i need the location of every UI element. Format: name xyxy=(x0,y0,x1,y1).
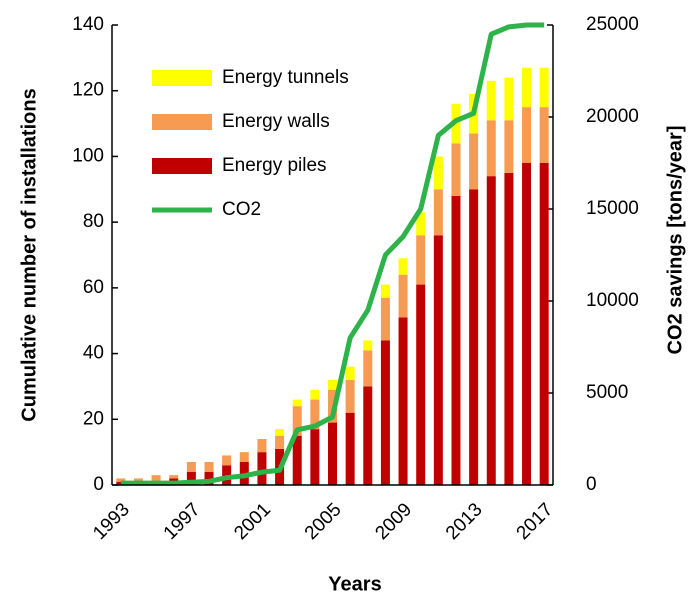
bar-segment xyxy=(539,67,549,108)
bar-segment xyxy=(151,475,161,482)
y-tick-label: 100 xyxy=(72,145,104,166)
bar-segment xyxy=(275,429,285,436)
y-tick-label: 120 xyxy=(72,80,104,101)
bar-segment xyxy=(345,379,355,413)
bar-segment xyxy=(345,366,355,380)
bar-segment xyxy=(469,133,479,190)
bar-segment xyxy=(433,189,443,236)
bar-segment xyxy=(451,195,461,485)
x-tick-label: 1997 xyxy=(160,499,205,544)
y-axis-title: Cumulative number of installations xyxy=(18,88,40,421)
bar-segment xyxy=(363,340,373,351)
y-tick-label: 80 xyxy=(83,211,104,232)
y-tick-label: 40 xyxy=(83,343,104,364)
bar-segment xyxy=(275,435,285,449)
bar-segment xyxy=(504,120,514,173)
bar-segment xyxy=(433,235,443,485)
y2-tick-label: 0 xyxy=(586,474,597,495)
bar-segment xyxy=(310,399,320,430)
bar-segment xyxy=(292,435,302,485)
y2-tick-label: 25000 xyxy=(586,14,639,35)
bar-segment xyxy=(522,163,532,485)
bar-segment xyxy=(204,471,214,485)
y-tick-label: 20 xyxy=(83,408,104,429)
y-tick-label: 60 xyxy=(83,277,104,298)
bar-segment xyxy=(380,340,390,485)
bar-segment xyxy=(257,439,267,453)
bar-segment xyxy=(345,412,355,485)
bar-segment xyxy=(504,77,514,121)
bar-segment xyxy=(186,471,196,485)
x-axis-title: Years xyxy=(328,573,381,595)
bar-segment xyxy=(239,452,249,462)
bar-segment xyxy=(186,462,196,472)
bar-segment xyxy=(522,67,532,108)
bar-segment xyxy=(380,297,390,341)
bar-segment xyxy=(169,475,179,479)
bar-segment xyxy=(469,189,479,486)
co2-line xyxy=(120,22,545,486)
y-tick-label: 140 xyxy=(72,14,104,35)
bar-segment xyxy=(539,107,549,163)
bar-segment xyxy=(398,317,408,485)
bar-segment xyxy=(328,422,337,485)
bar-segment xyxy=(504,172,514,485)
bar-segment xyxy=(451,143,461,196)
bar-segment xyxy=(522,107,532,163)
bar-segment xyxy=(257,452,267,485)
y2-tick-label: 20000 xyxy=(586,106,639,127)
bar-segment xyxy=(292,399,302,407)
y2-tick-label: 10000 xyxy=(586,290,639,311)
x-tick-label: 2013 xyxy=(442,499,487,544)
bar-segment xyxy=(310,389,320,400)
bar-segment xyxy=(222,455,232,466)
y2-tick-label: 5000 xyxy=(586,382,628,403)
x-tick-label: 2001 xyxy=(230,499,275,544)
x-tick-label: 2005 xyxy=(301,499,346,544)
x-tick-label: 1993 xyxy=(89,499,134,544)
legend-swatch xyxy=(152,70,212,86)
bar-segment xyxy=(292,406,302,436)
legend-label: Energy tunnels xyxy=(222,67,349,88)
bar-segment xyxy=(310,429,320,485)
bar-segment xyxy=(539,163,549,485)
bar-segment xyxy=(486,80,496,121)
y2-tick-label: 15000 xyxy=(586,198,639,219)
bar-segment xyxy=(416,212,426,236)
legend-label: Energy walls xyxy=(222,111,330,132)
bar-segment xyxy=(363,350,373,387)
y2-axis-title: CO2 savings [tons/year] xyxy=(664,126,686,355)
x-tick-label: 2017 xyxy=(513,499,558,544)
bar-segment xyxy=(486,120,496,177)
bar-segment xyxy=(416,284,426,485)
bar-segment xyxy=(363,386,373,485)
bar-segment xyxy=(328,379,337,390)
bar-segment xyxy=(204,462,214,472)
legend-swatch xyxy=(152,114,212,130)
legend-swatch xyxy=(152,158,212,174)
bar-segment xyxy=(398,258,408,275)
bar-segment xyxy=(433,156,443,190)
x-tick-label: 2009 xyxy=(371,499,416,544)
y-tick-label: 0 xyxy=(93,474,104,495)
bar-segment xyxy=(380,284,390,298)
bar-segment xyxy=(486,176,496,485)
bar-segment xyxy=(398,274,408,318)
bar-segment xyxy=(116,478,126,482)
legend-label: Energy piles xyxy=(222,155,327,176)
bar-segment xyxy=(133,478,143,482)
legend-label: CO2 xyxy=(222,199,261,220)
bar-segment xyxy=(416,235,426,285)
